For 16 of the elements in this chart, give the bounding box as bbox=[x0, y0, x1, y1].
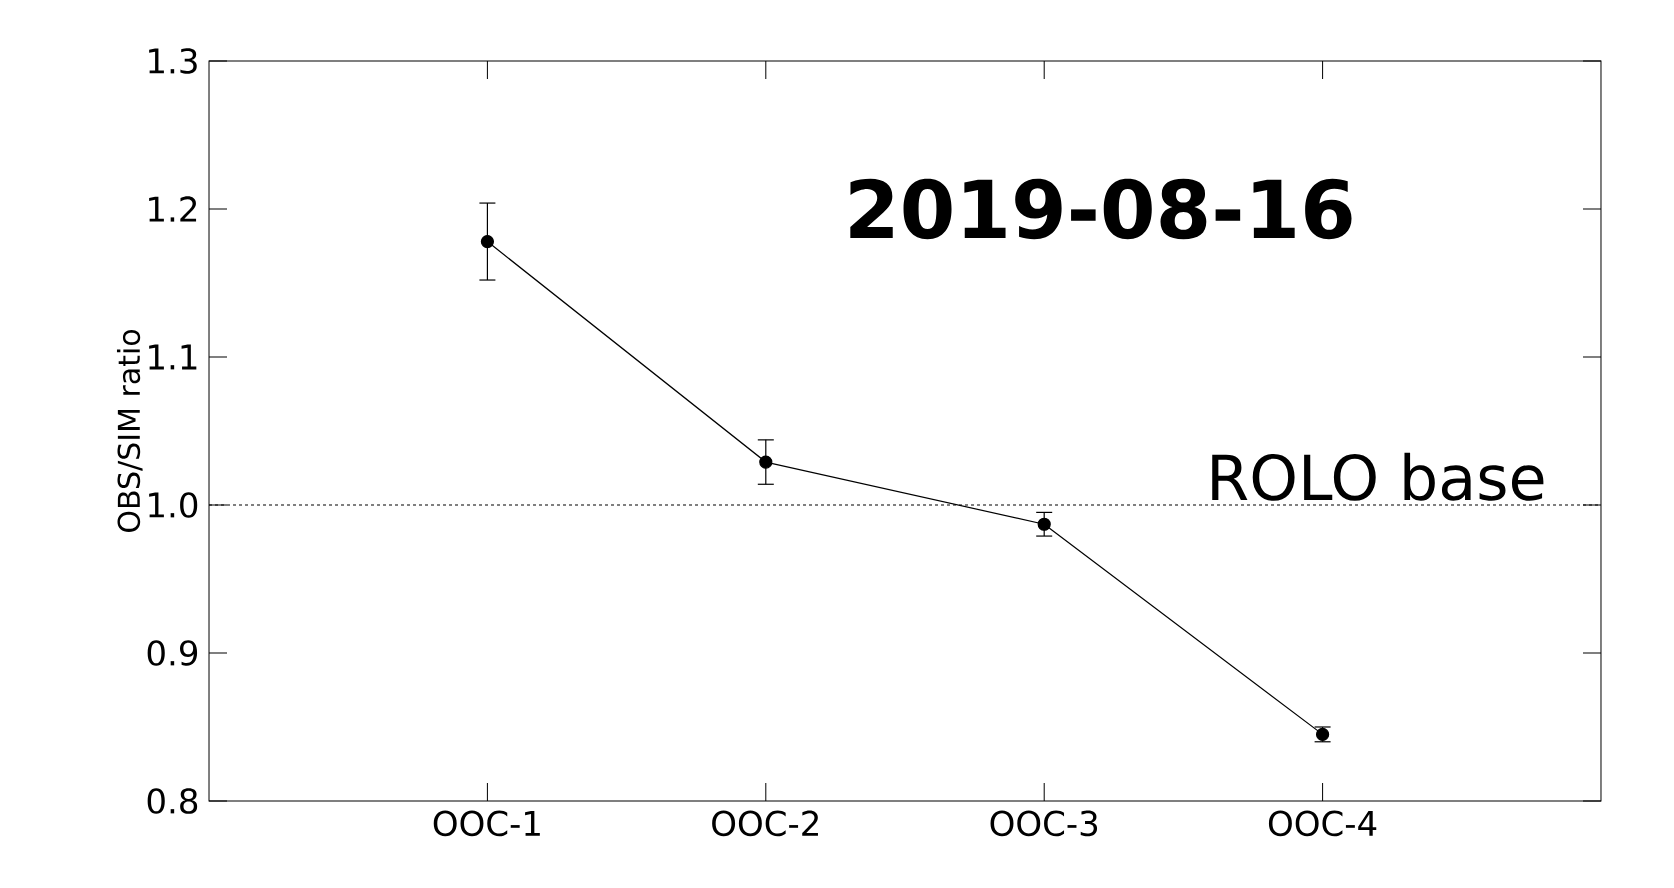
y-tick-label: 1.0 bbox=[149, 492, 198, 518]
x-tick-label: OOC-4 bbox=[1268, 810, 1377, 837]
y-tick-label: 1.1 bbox=[149, 344, 197, 370]
y-tick-label: 0.8 bbox=[147, 788, 198, 814]
x-tick-label: OOC-2 bbox=[712, 810, 818, 837]
y-tick-label: 0.9 bbox=[147, 640, 198, 666]
point bbox=[480, 234, 494, 249]
y-tick-label: 1.2 bbox=[149, 196, 197, 222]
x-tick-label: OOC-1 bbox=[433, 810, 540, 837]
y-tick-label: 1.3 bbox=[149, 48, 197, 74]
point bbox=[759, 455, 773, 469]
point bbox=[1037, 517, 1051, 531]
annotation: 2019-08-16 bbox=[850, 178, 1352, 240]
ref-line-label: ROLO base bbox=[1212, 452, 1544, 501]
y-axis-title: OBS/SIM ratio bbox=[116, 329, 143, 532]
x-tick-label: OOC-3 bbox=[990, 810, 1098, 837]
